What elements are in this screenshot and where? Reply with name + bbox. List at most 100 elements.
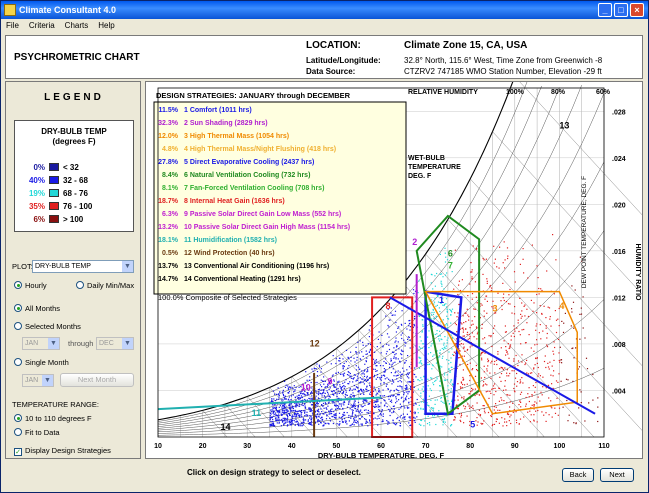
data-point bbox=[467, 338, 469, 340]
rh-curve bbox=[157, 87, 560, 426]
data-point bbox=[333, 379, 335, 381]
menu-charts[interactable]: Charts bbox=[64, 21, 89, 30]
single-month-radio[interactable]: Single Month bbox=[14, 358, 69, 367]
hourly-radio[interactable]: Hourly bbox=[14, 281, 47, 290]
data-point bbox=[315, 415, 317, 417]
data-point bbox=[288, 412, 290, 415]
zone-number-label: 9 bbox=[327, 377, 332, 387]
data-point bbox=[474, 375, 477, 377]
selected-months-radio[interactable]: Selected Months bbox=[14, 322, 81, 331]
menu-help[interactable]: Help bbox=[98, 21, 115, 30]
data-point bbox=[436, 376, 438, 378]
data-point bbox=[335, 416, 337, 419]
data-point bbox=[382, 346, 384, 348]
data-point bbox=[428, 347, 430, 349]
strategy-item[interactable]: 8 Internal Heat Gain (1636 hrs) bbox=[184, 198, 285, 205]
plot-select[interactable]: DRY-BULB TEMP ▼ bbox=[32, 260, 134, 273]
data-point bbox=[420, 424, 422, 426]
strategy-item[interactable]: 4 High Thermal Mass/Night Flushing (418 … bbox=[184, 146, 336, 153]
data-point bbox=[327, 422, 329, 424]
rh-curve bbox=[157, 85, 542, 424]
data-point bbox=[275, 417, 277, 419]
strategy-item[interactable]: 14 Conventional Heating (1291 hrs) bbox=[184, 276, 301, 283]
data-point bbox=[468, 393, 470, 395]
strategy-item[interactable]: 1 Comfort (1011 hrs) bbox=[184, 107, 252, 114]
data-point bbox=[584, 420, 586, 422]
data-point bbox=[463, 335, 465, 337]
data-point bbox=[443, 347, 445, 349]
data-point bbox=[467, 403, 469, 405]
data-point bbox=[276, 393, 278, 395]
display-strategies-checkbox[interactable]: ✓ Display Design Strategies bbox=[14, 446, 111, 456]
data-point bbox=[295, 399, 297, 401]
data-point bbox=[592, 399, 594, 401]
data-point bbox=[339, 420, 341, 423]
data-point bbox=[308, 423, 310, 425]
strategy-item[interactable]: 6 Natural Ventilation Cooling (732 hrs) bbox=[184, 172, 310, 179]
data-point bbox=[272, 390, 275, 392]
data-point bbox=[382, 389, 384, 391]
data-point bbox=[322, 413, 324, 415]
plot-frame bbox=[157, 87, 605, 438]
hourly-label: Hourly bbox=[25, 281, 47, 290]
data-point bbox=[390, 312, 392, 314]
strategy-item[interactable]: 7 Fan-Forced Ventilation Cooling (708 hr… bbox=[184, 185, 324, 192]
menu-criteria[interactable]: Criteria bbox=[28, 21, 55, 30]
strategy-item[interactable]: 10 Passive Solar Direct Gain High Mass (… bbox=[184, 224, 350, 231]
single-month-select[interactable]: JAN ▼ bbox=[22, 374, 54, 387]
range-10-110-radio[interactable]: 10 to 110 degrees F bbox=[14, 414, 92, 423]
data-point bbox=[484, 412, 486, 414]
data-point bbox=[491, 345, 493, 348]
all-months-radio[interactable]: All Months bbox=[14, 304, 60, 313]
to-month-select[interactable]: DEC ▼ bbox=[96, 337, 134, 350]
daily-radio[interactable]: Daily Min/Max bbox=[76, 281, 134, 290]
next-month-button[interactable]: Next Month bbox=[60, 373, 134, 387]
from-month-select[interactable]: JAN ▼ bbox=[22, 337, 60, 350]
data-point bbox=[330, 390, 333, 392]
data-point bbox=[323, 413, 325, 415]
data-point bbox=[545, 412, 547, 414]
data-point bbox=[477, 370, 479, 372]
data-point bbox=[309, 410, 311, 412]
data-point bbox=[364, 399, 366, 401]
data-point bbox=[503, 293, 505, 295]
strategy-item[interactable]: 2 Sun Shading (2829 hrs) bbox=[184, 120, 268, 127]
data-point bbox=[384, 378, 386, 380]
data-point bbox=[449, 371, 451, 373]
data-point bbox=[480, 422, 482, 424]
strategy-item[interactable]: 13 Conventional Air Conditioning (1196 h… bbox=[184, 263, 329, 270]
data-point bbox=[455, 324, 457, 326]
data-point bbox=[365, 399, 367, 401]
fit-to-data-radio[interactable]: Fit to Data bbox=[14, 428, 60, 437]
data-point bbox=[470, 324, 473, 326]
data-point bbox=[331, 375, 333, 377]
data-point bbox=[379, 391, 381, 393]
data-point bbox=[471, 298, 473, 300]
menu-file[interactable]: File bbox=[6, 21, 19, 30]
close-button[interactable]: × bbox=[630, 3, 644, 17]
maximize-button[interactable]: □ bbox=[614, 3, 628, 17]
back-button[interactable]: Back bbox=[562, 468, 594, 482]
data-point bbox=[304, 398, 306, 401]
data-point bbox=[384, 375, 386, 377]
legend-range: > 100 bbox=[63, 215, 84, 224]
strategy-item[interactable]: 5 Direct Evaporative Cooling (2437 hrs) bbox=[184, 159, 314, 166]
strategy-item[interactable]: 3 High Thermal Mass (1054 hrs) bbox=[184, 133, 289, 140]
psychrometric-chart-panel[interactable]: 1 2 3 4 5 6 7 8 9 10 11 12 13 14 DESIGN STRATEGIES: JA… bbox=[145, 81, 643, 459]
data-point bbox=[311, 424, 313, 426]
next-button[interactable]: Next bbox=[600, 468, 634, 482]
data-point bbox=[281, 399, 283, 401]
strategy-item[interactable]: 9 Passive Solar Direct Gain Low Mass (55… bbox=[184, 211, 341, 218]
data-point bbox=[344, 381, 346, 383]
data-point bbox=[350, 393, 352, 396]
zone-number-label: 7 bbox=[448, 260, 453, 270]
data-point bbox=[492, 307, 494, 309]
minimize-button[interactable]: _ bbox=[598, 3, 612, 17]
strategy-item[interactable]: 12 Wind Protection (40 hrs) bbox=[184, 250, 275, 257]
data-point bbox=[512, 402, 514, 404]
data-point bbox=[431, 325, 433, 327]
data-point bbox=[437, 325, 439, 327]
strategy-item[interactable]: 11 Humidification (1582 hrs) bbox=[184, 237, 277, 244]
data-point bbox=[326, 415, 328, 417]
